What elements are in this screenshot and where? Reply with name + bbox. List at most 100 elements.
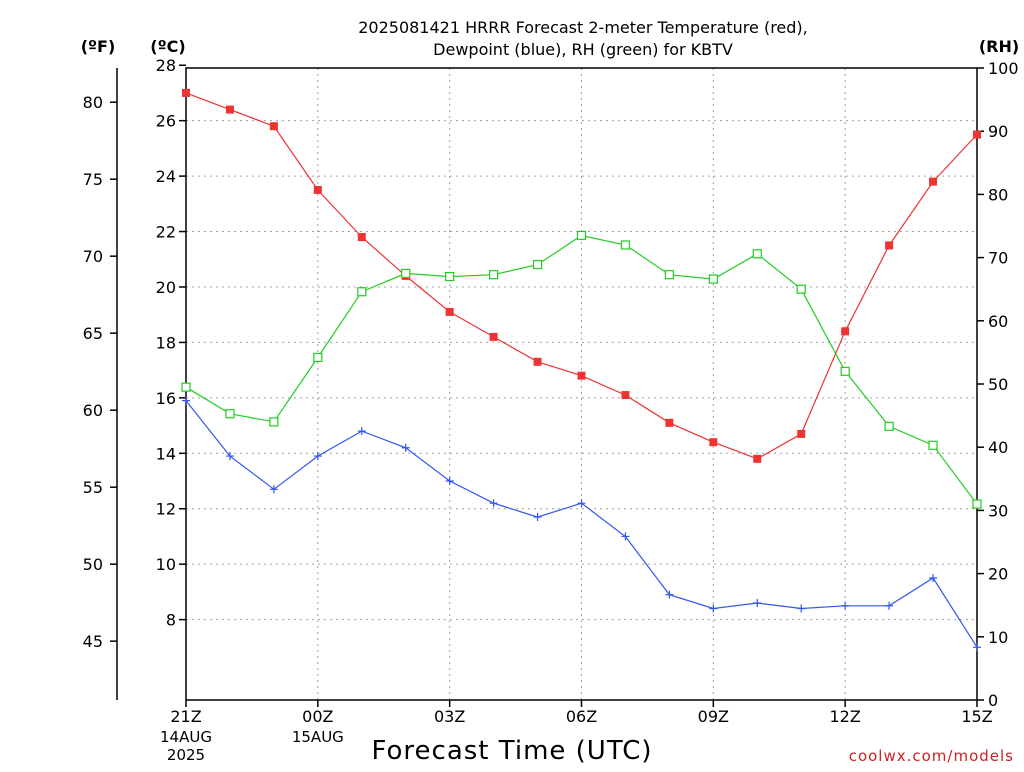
data-point-dewpoint bbox=[665, 590, 674, 599]
fahrenheit-tick-label: 50 bbox=[83, 555, 103, 574]
data-point-dewpoint bbox=[182, 396, 190, 405]
chart-title-line-2: Dewpoint (blue), RH (green) for KBTV bbox=[433, 40, 733, 59]
celsius-tick-label: 22 bbox=[156, 223, 176, 242]
rh-tick-label: 10 bbox=[988, 628, 1008, 647]
data-point-temperature bbox=[753, 454, 762, 463]
data-point-rh bbox=[445, 271, 455, 282]
series-dewpoint bbox=[182, 396, 981, 652]
rh-tick-label: 90 bbox=[988, 122, 1008, 141]
data-point-temperature bbox=[445, 307, 454, 316]
data-point-rh bbox=[225, 409, 235, 419]
data-point-temperature bbox=[885, 241, 894, 250]
celsius-tick-label: 18 bbox=[156, 333, 176, 352]
data-point-temperature bbox=[973, 130, 981, 139]
celsius-tick-label: 14 bbox=[156, 444, 176, 463]
data-point-temperature bbox=[665, 418, 674, 427]
data-point-rh bbox=[928, 440, 938, 450]
data-point-temperature bbox=[225, 105, 234, 114]
data-point-temperature bbox=[797, 429, 806, 438]
x-tick-label: 21Z bbox=[170, 707, 201, 726]
data-point-temperature bbox=[357, 233, 366, 242]
chart-title-line-1: 2025081421 HRRR Forecast 2-meter Tempera… bbox=[358, 18, 808, 37]
fahrenheit-tick-label: 45 bbox=[83, 632, 103, 651]
fahrenheit-tick-label: 70 bbox=[83, 247, 103, 266]
x-tick-label: 12Z bbox=[830, 707, 861, 726]
celsius-tick-label: 12 bbox=[156, 500, 176, 519]
credit-label: coolwx.com/models bbox=[849, 747, 1014, 765]
celsius-tick-label: 10 bbox=[156, 555, 176, 574]
rh-tick-label: 30 bbox=[988, 501, 1008, 520]
data-point-dewpoint bbox=[841, 601, 850, 610]
celsius-tick-label: 8 bbox=[166, 611, 176, 630]
data-point-dewpoint bbox=[797, 604, 806, 613]
data-point-rh bbox=[357, 287, 367, 297]
data-point-dewpoint bbox=[753, 598, 762, 607]
series-temperature bbox=[182, 88, 981, 463]
rh-tick-label: 40 bbox=[988, 438, 1008, 457]
data-point-dewpoint bbox=[621, 532, 630, 541]
data-point-dewpoint bbox=[885, 601, 894, 610]
celsius-tick-label: 28 bbox=[156, 56, 176, 75]
x-tick-sublabel: 2025 bbox=[167, 746, 205, 764]
fahrenheit-tick-label: 75 bbox=[83, 170, 103, 189]
data-point-rh bbox=[708, 274, 718, 284]
data-point-rh bbox=[489, 270, 499, 280]
series-line-dewpoint bbox=[185, 400, 978, 648]
data-point-dewpoint bbox=[709, 604, 718, 613]
x-tick-label: 09Z bbox=[698, 707, 729, 726]
rh-unit-label: (RH) bbox=[979, 37, 1019, 56]
rh-tick-label: 20 bbox=[988, 565, 1008, 584]
data-point-dewpoint bbox=[313, 452, 322, 461]
rh-tick-label: 100 bbox=[988, 59, 1019, 78]
data-point-dewpoint bbox=[973, 643, 981, 652]
x-tick-label: 03Z bbox=[434, 707, 465, 726]
rh-tick-label: 60 bbox=[988, 312, 1008, 331]
fahrenheit-tick-label: 55 bbox=[83, 478, 103, 497]
chart-title: 2025081421 HRRR Forecast 2-meter Tempera… bbox=[358, 18, 808, 59]
data-point-dewpoint bbox=[357, 427, 366, 436]
data-point-temperature bbox=[621, 391, 630, 400]
celsius-unit-label: (ºC) bbox=[150, 37, 185, 56]
data-point-temperature bbox=[489, 332, 498, 341]
data-point-temperature bbox=[269, 122, 278, 131]
series-rh bbox=[181, 230, 982, 509]
rh-tick-label: 70 bbox=[988, 249, 1008, 268]
fahrenheit-unit-label: (ºF) bbox=[81, 37, 116, 56]
x-tick-label: 00Z bbox=[302, 707, 333, 726]
data-point-rh bbox=[664, 270, 674, 280]
data-point-temperature bbox=[577, 371, 586, 380]
data-point-rh bbox=[313, 352, 323, 363]
data-point-dewpoint bbox=[445, 477, 454, 486]
data-point-rh bbox=[401, 268, 411, 278]
data-point-dewpoint bbox=[929, 574, 938, 583]
data-point-dewpoint bbox=[489, 499, 498, 508]
data-point-rh bbox=[796, 284, 806, 294]
rh-tick-label: 0 bbox=[988, 691, 998, 710]
x-tick-sublabel: 15AUG bbox=[292, 728, 344, 746]
data-point-rh bbox=[269, 417, 279, 427]
x-tick-label: 15Z bbox=[961, 707, 992, 726]
rh-tick-label: 50 bbox=[988, 375, 1008, 394]
celsius-tick-label: 26 bbox=[156, 112, 176, 131]
data-point-dewpoint bbox=[533, 513, 542, 522]
celsius-tick-label: 20 bbox=[156, 278, 176, 297]
data-point-rh bbox=[576, 230, 587, 241]
data-point-dewpoint bbox=[225, 452, 234, 461]
data-point-rh bbox=[620, 240, 631, 250]
celsius-tick-label: 16 bbox=[156, 389, 176, 408]
data-point-temperature bbox=[533, 357, 542, 366]
data-point-rh bbox=[884, 421, 894, 431]
fahrenheit-tick-label: 80 bbox=[83, 93, 103, 112]
celsius-tick-label: 24 bbox=[156, 167, 176, 186]
data-point-rh bbox=[972, 499, 982, 509]
data-point-dewpoint bbox=[401, 443, 410, 452]
data-point-temperature bbox=[182, 88, 190, 97]
y-axis-ticks: 8 10 12 14 16 18 20 22 24 26 28 45 50 55 60 65 70 75 80 0 10… bbox=[83, 56, 1019, 710]
data-point-rh bbox=[752, 249, 762, 259]
data-point-dewpoint bbox=[577, 499, 586, 508]
rh-tick-label: 80 bbox=[988, 185, 1008, 204]
data-point-temperature bbox=[313, 185, 322, 194]
x-tick-sublabel: 14AUG bbox=[160, 728, 212, 746]
x-axis-label: Forecast Time (UTC) bbox=[371, 736, 652, 766]
